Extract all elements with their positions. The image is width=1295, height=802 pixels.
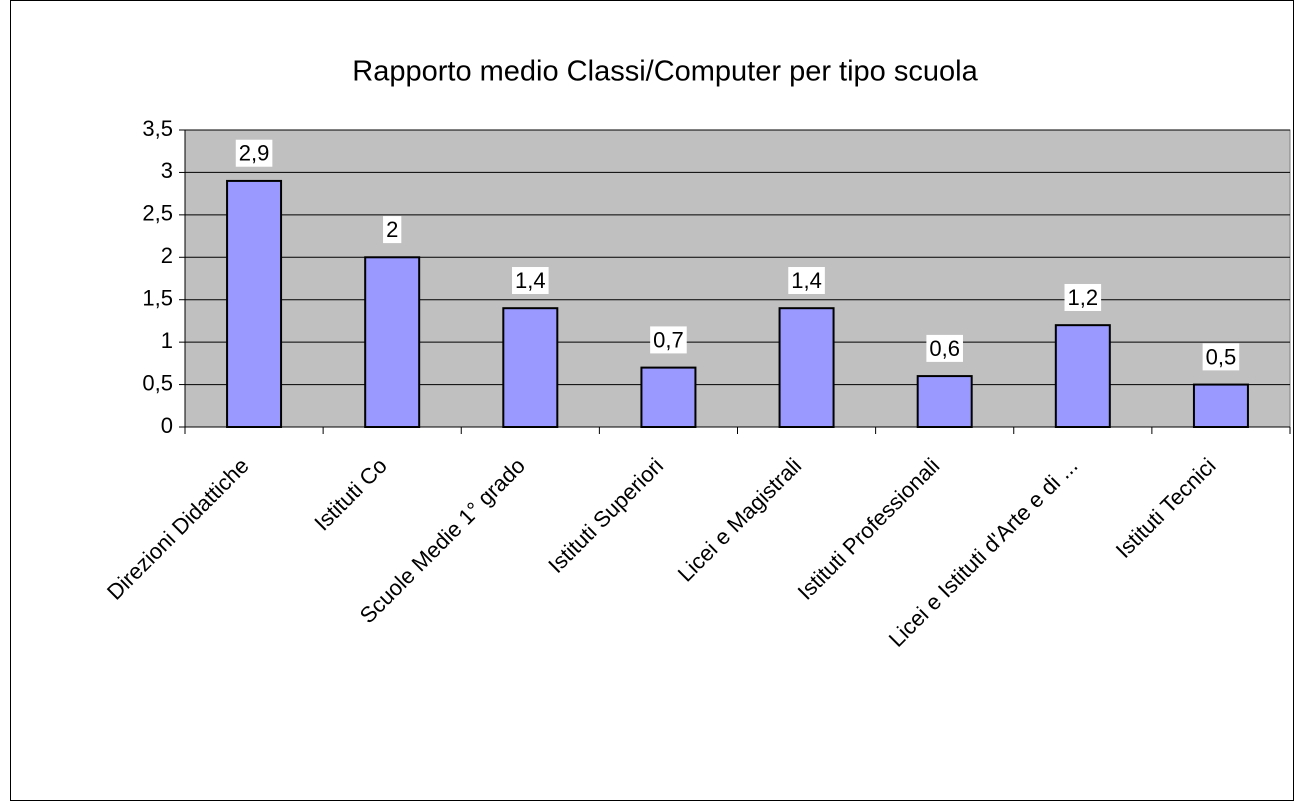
y-tick-label: 2,5 <box>142 201 173 226</box>
chart-title: Rapporto medio Classi/Computer per tipo … <box>352 56 978 88</box>
bar <box>1054 324 1111 428</box>
bar <box>640 366 697 429</box>
y-tick-label: 3 <box>161 158 173 183</box>
data-label: 0,6 <box>929 336 960 361</box>
data-label-bg <box>383 216 402 244</box>
data-label: 2 <box>386 217 398 242</box>
data-label-bg <box>1202 343 1240 371</box>
data-label-bg <box>926 334 963 362</box>
bar <box>502 307 559 429</box>
bar <box>226 179 283 428</box>
y-tick-label: 0 <box>161 413 173 438</box>
bar <box>778 307 835 429</box>
plot-area <box>184 129 1291 428</box>
y-tick-label: 2 <box>161 243 173 268</box>
data-label-bg <box>788 267 825 295</box>
y-tick-label: 3,5 <box>142 116 173 141</box>
bar <box>916 375 973 429</box>
y-tick-label: 0,5 <box>142 370 173 395</box>
data-label-bg <box>650 326 687 354</box>
data-label: 1,4 <box>791 268 822 293</box>
data-label-bg <box>512 267 549 295</box>
data-label: 1,2 <box>1068 285 1099 310</box>
data-label: 0,5 <box>1206 344 1237 369</box>
y-tick-label: 1 <box>161 328 173 353</box>
data-label: 2,9 <box>239 141 270 166</box>
data-label: 1,4 <box>515 268 546 293</box>
y-tick-label: 1,5 <box>142 286 173 311</box>
data-label: 0,7 <box>653 327 684 352</box>
bar <box>1192 383 1249 429</box>
data-label-bg <box>1064 283 1102 311</box>
bar <box>364 256 421 428</box>
data-label-bg <box>235 139 273 167</box>
